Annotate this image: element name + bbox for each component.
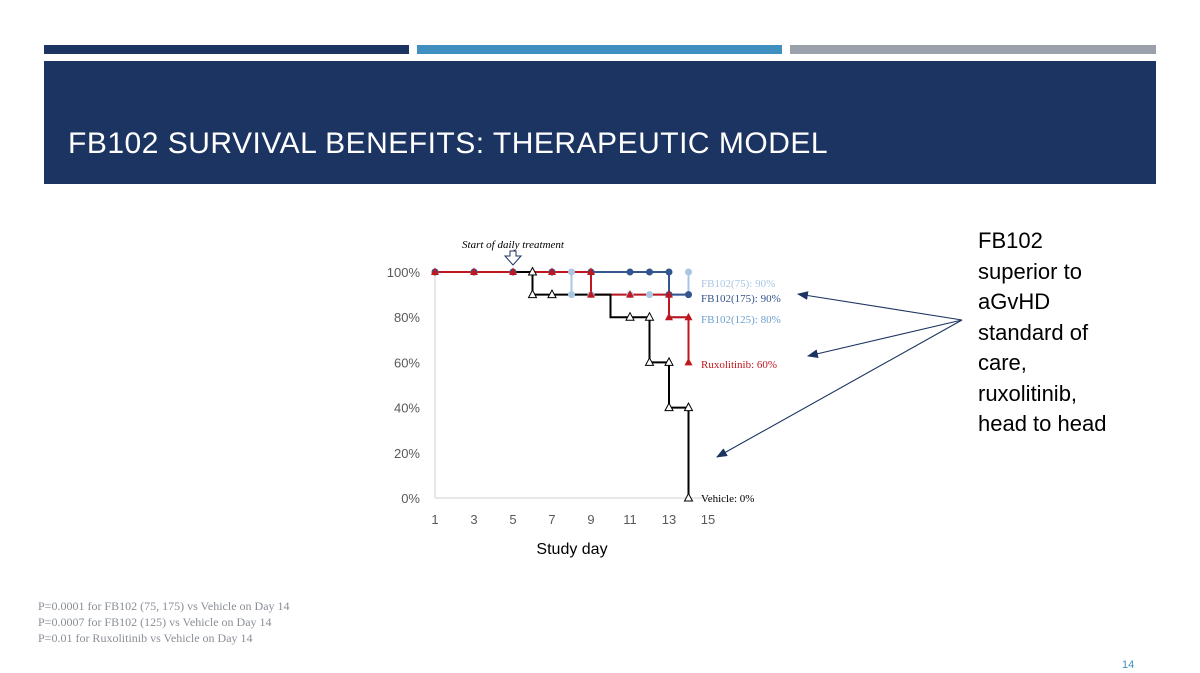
series-line-fb102125 <box>668 294 689 319</box>
callout-arrow <box>806 319 963 359</box>
data-point <box>527 266 538 276</box>
series-label: FB102(175): 90% <box>701 293 781 305</box>
x-axis-label: Study day <box>536 541 607 558</box>
accent-bar-gray <box>790 45 1156 54</box>
y-tick-label: 80% <box>394 310 420 325</box>
data-point <box>509 267 517 275</box>
x-tick-label: 13 <box>662 512 676 527</box>
footnote-3: P=0.01 for Ruxolitinib vs Vehicle on Day… <box>38 631 253 645</box>
footnote-2: P=0.0007 for FB102 (125) vs Vehicle on D… <box>38 615 272 629</box>
data-point <box>684 357 693 366</box>
x-tick-label: 5 <box>509 512 516 527</box>
slide-title: FB102 SURVIVAL BENEFITS: THERAPEUTIC MOD… <box>68 127 829 160</box>
data-point <box>683 492 694 502</box>
data-point <box>646 291 653 299</box>
footnotes: P=0.0001 for FB102 (75, 175) vs Vehicle … <box>38 598 290 646</box>
data-point <box>683 402 694 412</box>
x-tick-label: 11 <box>623 512 637 527</box>
data-point <box>685 291 692 299</box>
x-tick-label: 3 <box>470 512 477 527</box>
data-point <box>587 267 595 275</box>
data-point <box>547 289 557 299</box>
data-point <box>626 290 634 298</box>
data-point <box>685 268 692 276</box>
data-point <box>664 402 674 412</box>
title-banner: FB102 SURVIVAL BENEFITS: THERAPEUTIC MOD… <box>44 61 1156 184</box>
series-label: FB102(125): 80% <box>701 314 781 326</box>
y-tick-label: 0% <box>401 491 420 506</box>
data-point <box>527 289 538 299</box>
data-point <box>568 268 575 276</box>
data-point <box>665 268 673 276</box>
accent-bar-navy <box>44 45 409 54</box>
data-point <box>625 311 635 321</box>
page-number: 14 <box>1122 659 1135 671</box>
data-point <box>665 290 673 298</box>
series-line-vehicle <box>513 271 690 498</box>
y-tick-label: 40% <box>394 401 420 416</box>
data-point <box>646 268 653 276</box>
callout-arrow <box>716 319 963 458</box>
data-point <box>665 312 673 321</box>
series-label: FB102(75): 90% <box>701 278 775 290</box>
x-tick-label: 9 <box>587 512 594 527</box>
footnote-1: P=0.0001 for FB102 (75, 175) vs Vehicle … <box>38 599 290 613</box>
treatment-annotation: Start of daily treatment <box>462 239 565 251</box>
data-point <box>568 291 575 299</box>
callout-text: FB102 superior to aGvHD standard of care… <box>978 228 1107 436</box>
y-tick-label: 100% <box>387 265 421 280</box>
data-point <box>644 356 655 366</box>
x-tick-label: 1 <box>431 512 438 527</box>
callout-arrow <box>796 291 963 321</box>
y-tick-label: 60% <box>394 355 420 370</box>
down-arrow-icon <box>503 250 523 266</box>
accent-bar-blue <box>417 45 782 54</box>
data-point <box>684 312 693 321</box>
y-tick-label: 20% <box>394 446 420 461</box>
x-tick-label: 7 <box>548 512 555 527</box>
data-point <box>587 290 595 298</box>
data-point <box>664 356 674 366</box>
series-label: Vehicle: 0% <box>701 493 754 505</box>
data-point <box>431 267 439 275</box>
data-point <box>644 311 655 321</box>
x-tick-label: 15 <box>701 512 715 527</box>
series-line-fb10275 <box>435 271 690 296</box>
data-point <box>626 268 634 276</box>
data-point <box>548 267 556 275</box>
series-line-fb102175 <box>435 271 689 296</box>
series-label: Ruxolitinib: 60% <box>701 359 777 371</box>
data-point <box>470 267 478 275</box>
